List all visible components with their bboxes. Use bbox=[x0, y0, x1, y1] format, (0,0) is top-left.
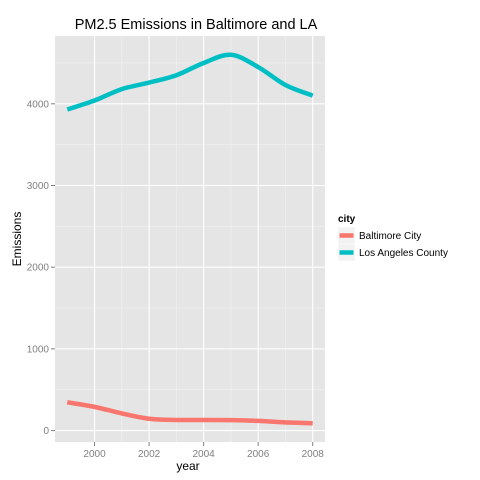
y-axis-title: Emissions bbox=[10, 212, 24, 267]
y-tick-label: 3000 bbox=[27, 181, 50, 192]
y-tick-label: 4000 bbox=[27, 99, 50, 110]
legend-label: Los Angeles County bbox=[359, 248, 448, 259]
y-tick-label: 2000 bbox=[27, 263, 50, 274]
legend-label: Baltimore City bbox=[359, 231, 421, 242]
x-tick-label: 2000 bbox=[83, 449, 106, 460]
chart-title: PM2.5 Emissions in Baltimore and LA bbox=[75, 17, 318, 33]
x-tick-label: 2006 bbox=[247, 449, 270, 460]
x-tick-label: 2008 bbox=[302, 449, 325, 460]
legend: city Baltimore City Los Angeles County bbox=[337, 214, 448, 262]
y-tick-label: 1000 bbox=[27, 344, 50, 355]
series-layer bbox=[66, 52, 314, 426]
series-line-0 bbox=[66, 400, 313, 426]
legend-items: Baltimore City Los Angeles County bbox=[337, 226, 448, 262]
y-axis: 0 1000 2000 3000 4000 bbox=[27, 99, 55, 437]
y-tick-label: 0 bbox=[43, 426, 49, 437]
x-tick-label: 2002 bbox=[138, 449, 161, 460]
series-line-1 bbox=[66, 52, 314, 112]
x-tick-label: 2004 bbox=[193, 449, 216, 460]
x-axis: 2000 2002 2004 2006 2008 bbox=[83, 442, 324, 460]
plot-panel bbox=[55, 36, 325, 442]
x-axis-title: year bbox=[176, 459, 199, 473]
legend-title: city bbox=[338, 214, 356, 225]
major-grid bbox=[55, 36, 325, 442]
